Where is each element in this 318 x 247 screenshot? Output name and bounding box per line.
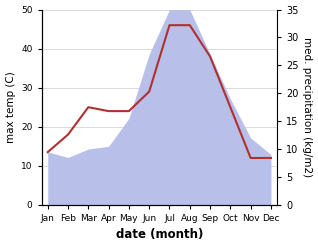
X-axis label: date (month): date (month): [116, 228, 203, 242]
Y-axis label: max temp (C): max temp (C): [5, 71, 16, 143]
Y-axis label: med. precipitation (kg/m2): med. precipitation (kg/m2): [302, 37, 313, 177]
